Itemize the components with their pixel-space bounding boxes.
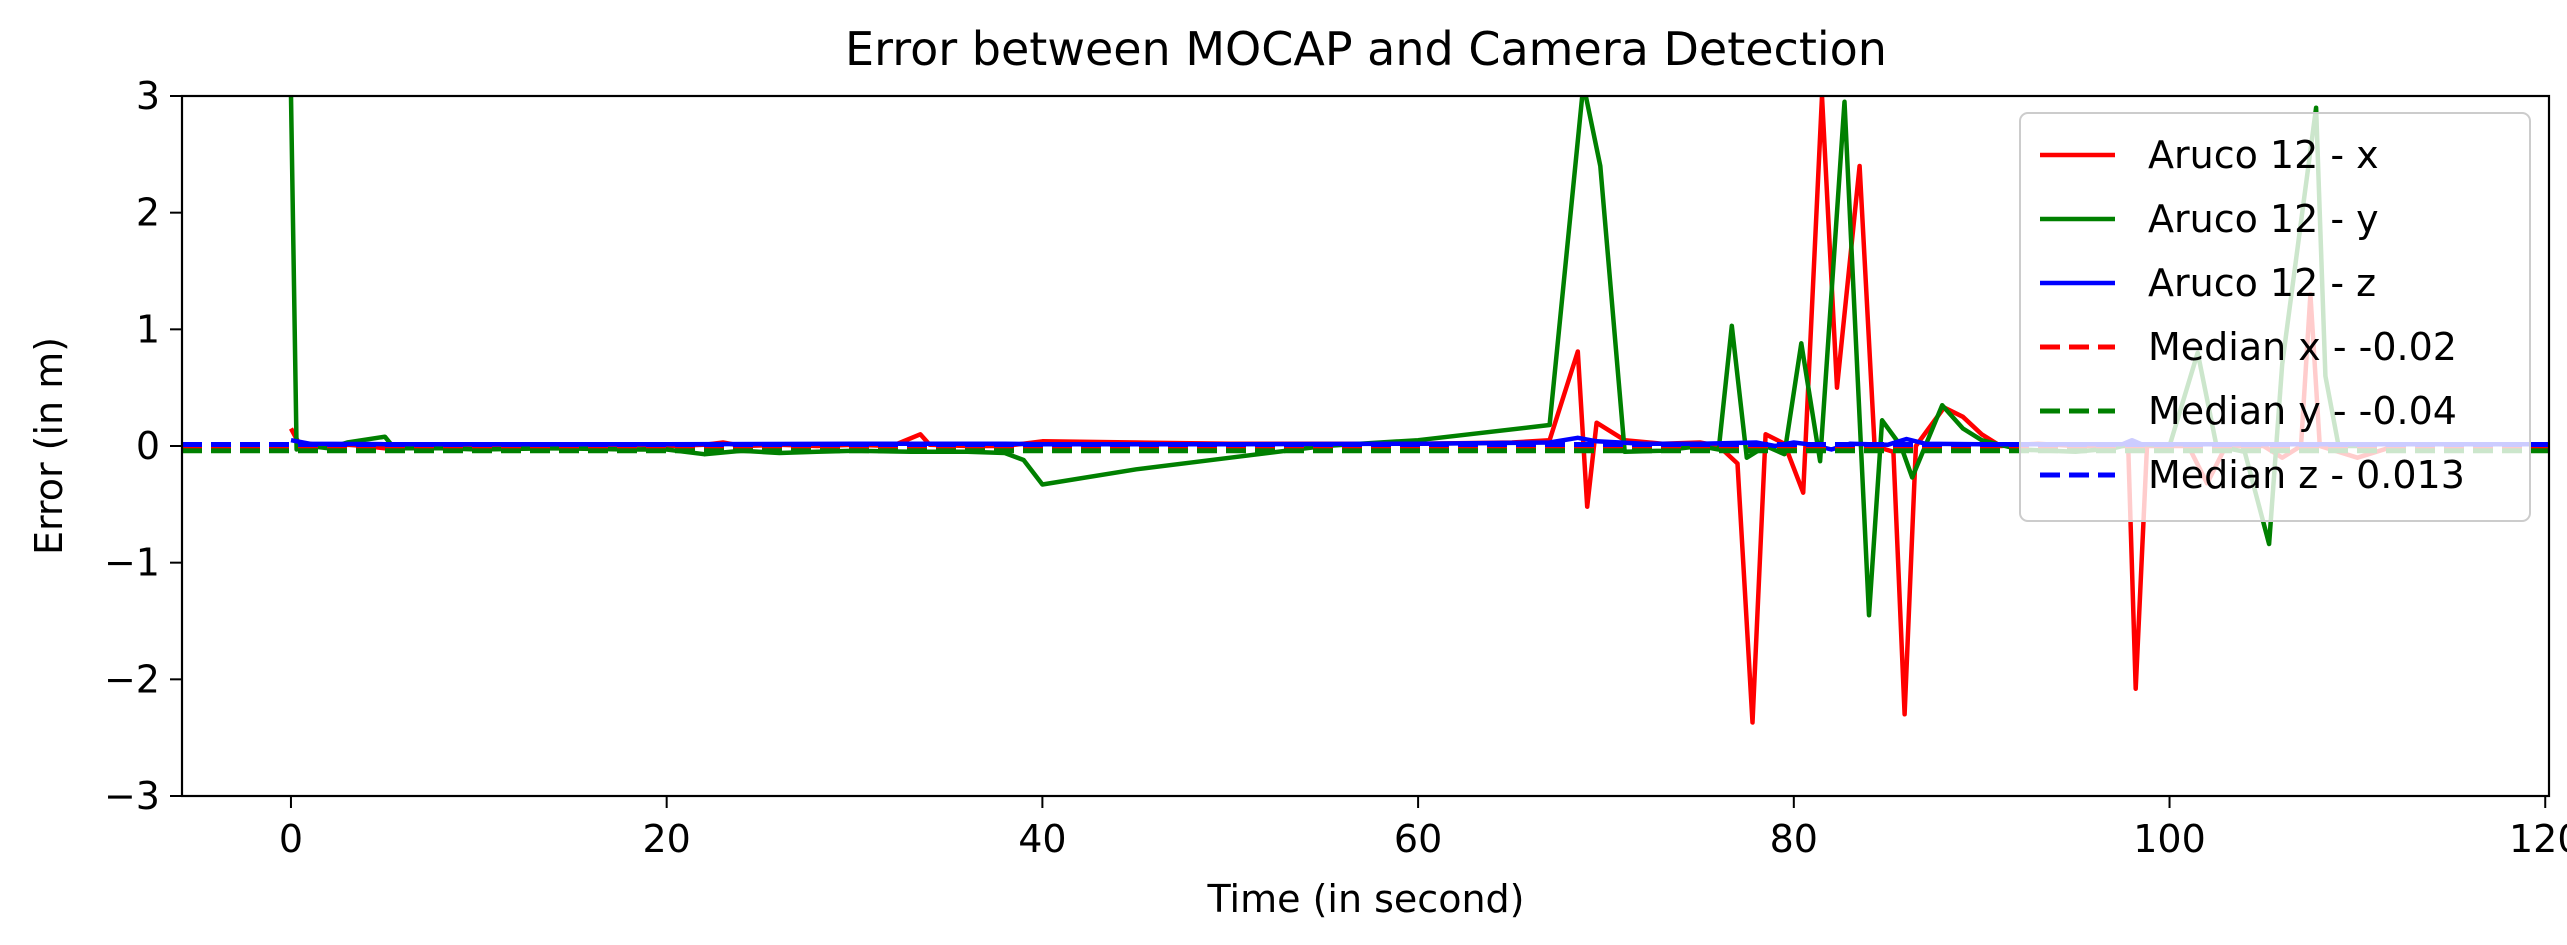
- legend-label: Median x - -0.02: [2148, 325, 2457, 369]
- legend-label: Aruco 12 - x: [2148, 133, 2379, 177]
- legend-label: Aruco 12 - z: [2148, 261, 2376, 305]
- x-tick-label: 40: [1018, 817, 1066, 861]
- chart-title: Error between MOCAP and Camera Detection: [845, 22, 1887, 76]
- y-tick-label: 1: [136, 307, 160, 351]
- x-axis-label: Time (in second): [1207, 877, 1525, 921]
- y-tick-label: −1: [104, 541, 160, 585]
- x-tick-label: 20: [642, 817, 690, 861]
- legend: Aruco 12 - x Aruco 12 - y Aruco 12 - z Medi…: [2019, 112, 2531, 522]
- axes-layer: 0 20 40 60 80 100 120 −3 −2 −1 0 1 2 3: [104, 74, 2567, 861]
- x-tick-label: 100: [2133, 817, 2206, 861]
- y-tick-label: 0: [136, 424, 160, 468]
- legend-label: Aruco 12 - y: [2148, 197, 2379, 241]
- y-tick-label: 2: [136, 191, 160, 235]
- x-tick-label: 80: [1770, 817, 1818, 861]
- legend-label: Median z - 0.013: [2148, 453, 2465, 497]
- y-tick-label: −3: [104, 774, 160, 818]
- legend-box: [2019, 112, 2531, 522]
- y-tick-label: −2: [104, 657, 160, 701]
- legend-label: Median y - -0.04: [2148, 389, 2457, 433]
- x-tick-label: 60: [1394, 817, 1442, 861]
- y-axis-label: Error (in m): [27, 337, 71, 555]
- x-tick-label: 0: [279, 817, 303, 861]
- y-tick-label: 3: [136, 74, 160, 118]
- x-tick-label: 120: [2509, 817, 2567, 861]
